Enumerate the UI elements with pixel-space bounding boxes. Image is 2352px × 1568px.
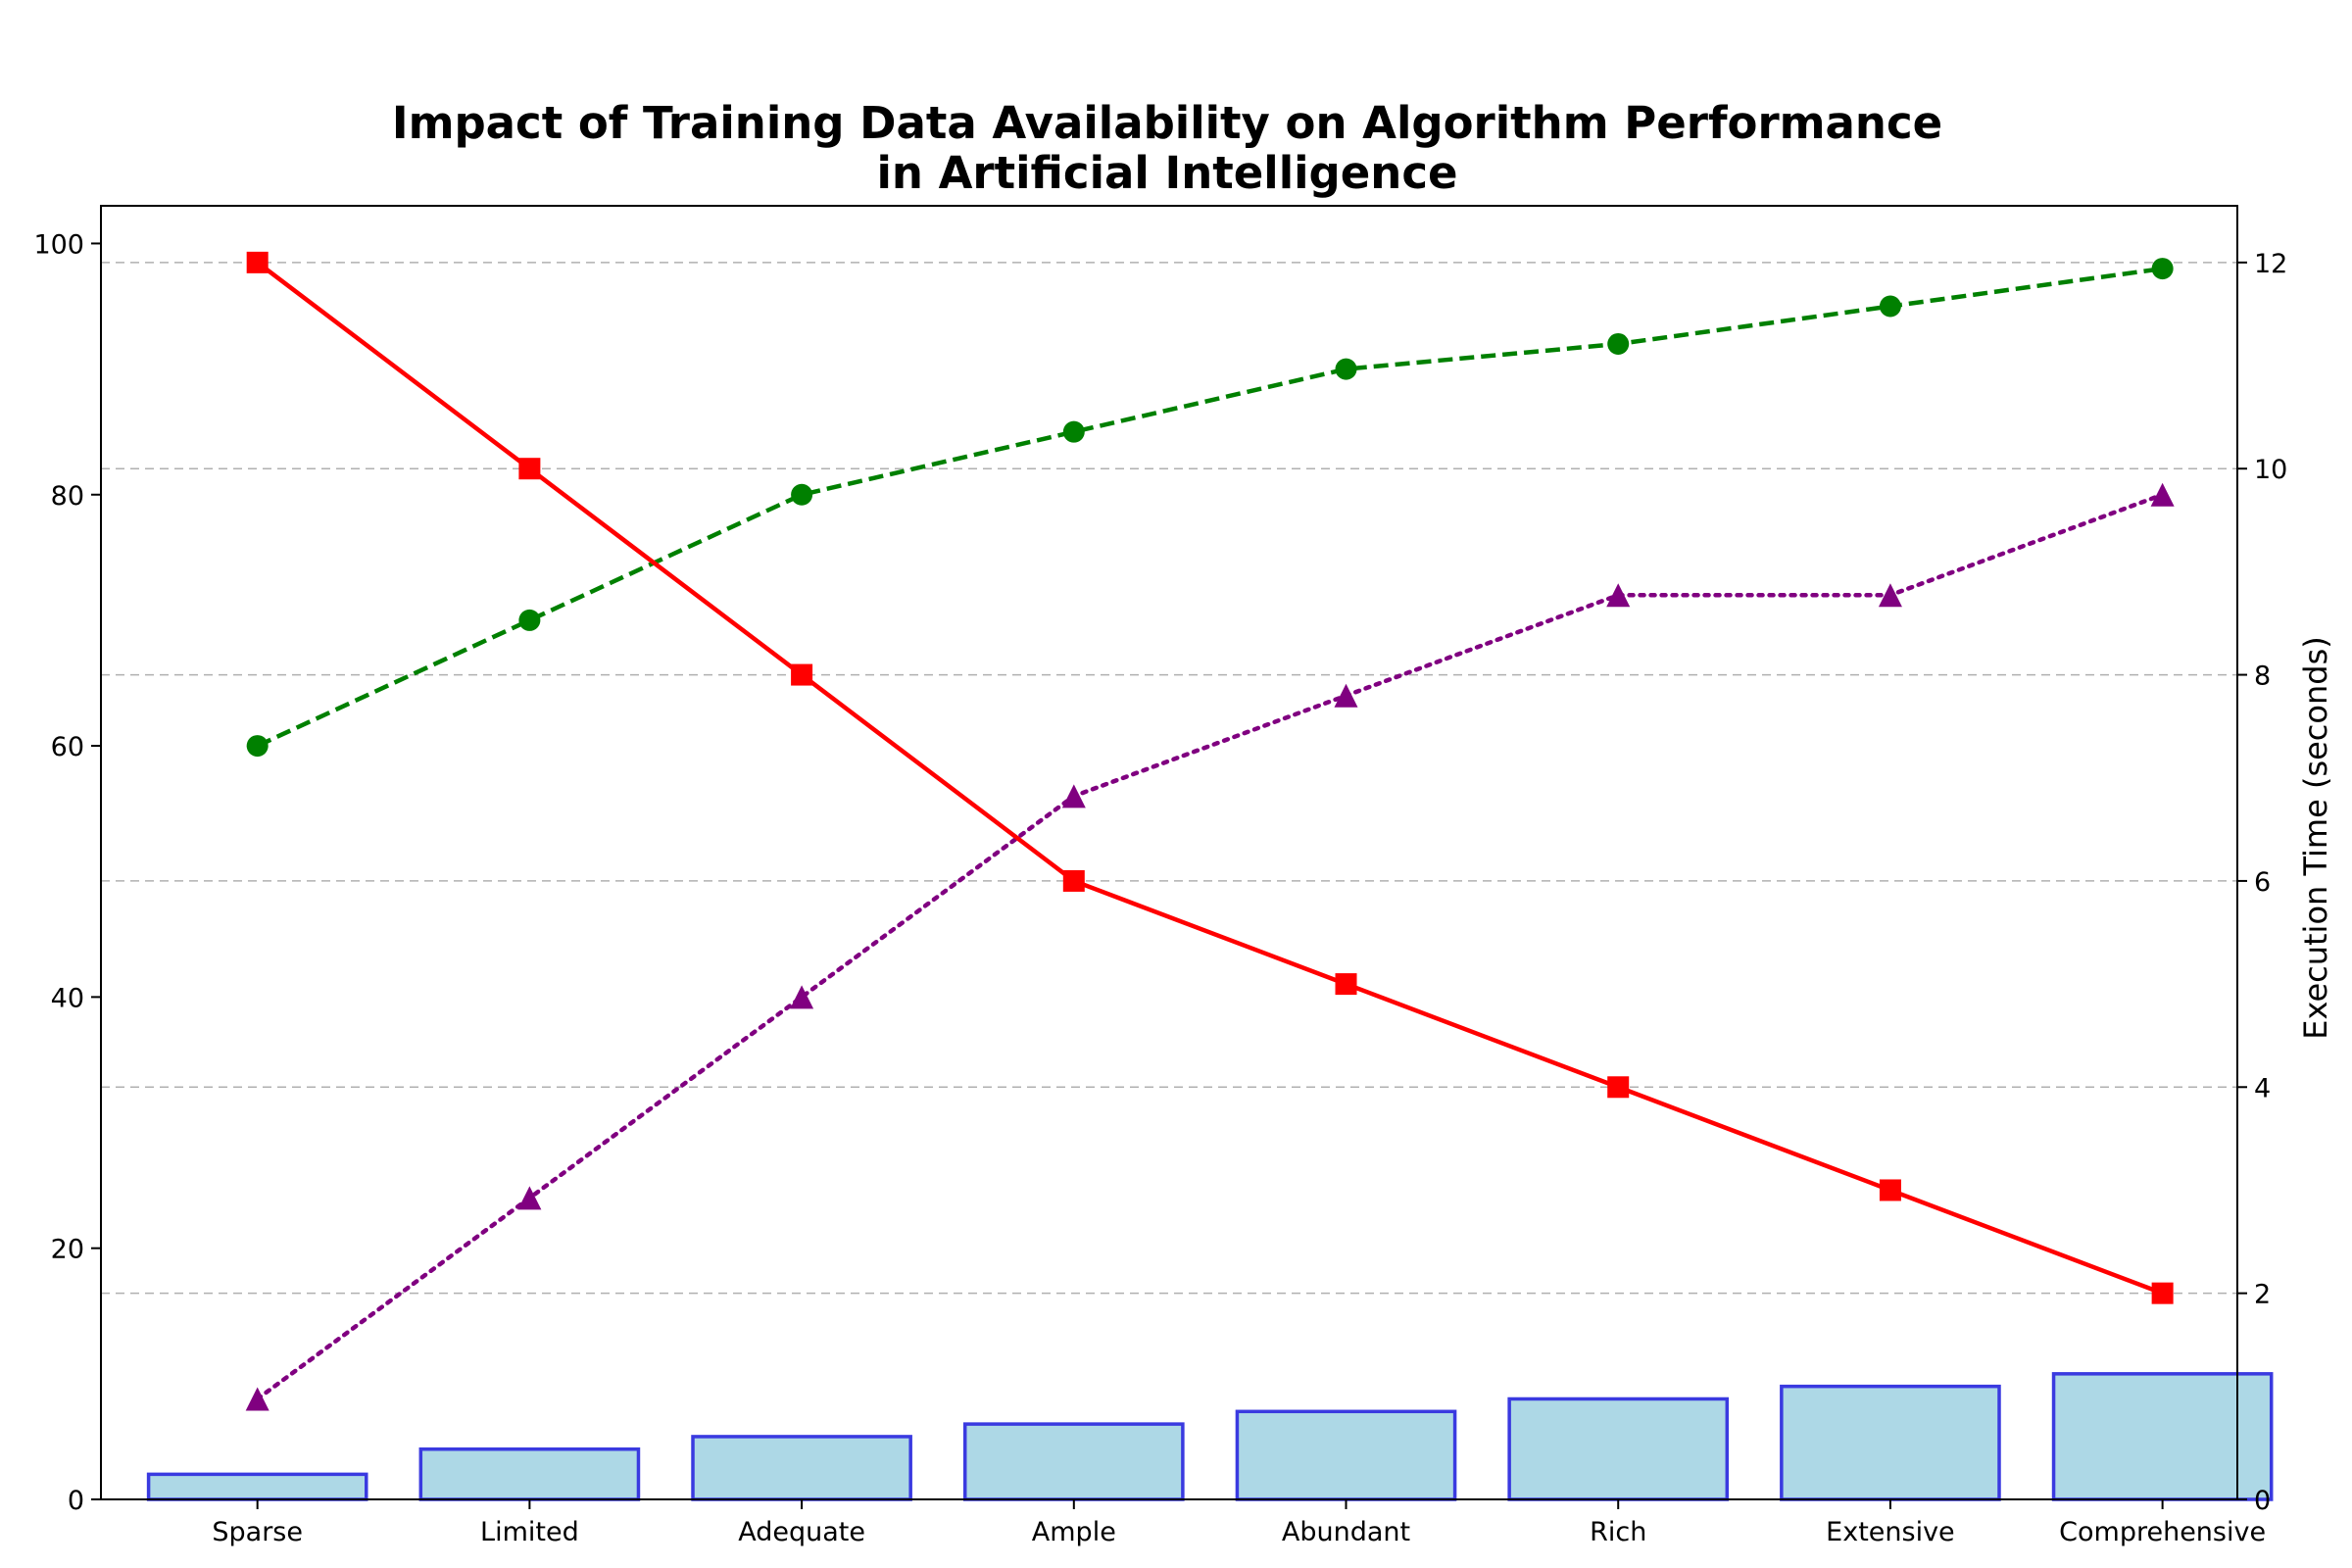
plot-frame: [100, 205, 2238, 1500]
x-tick-label: Rich: [1590, 1517, 1646, 1547]
x-tick-label: Extensive: [1826, 1517, 1955, 1547]
triangle-marker: [1334, 683, 1358, 708]
bar: [418, 1446, 641, 1501]
x-tick-label: Comprehensive: [2059, 1517, 2266, 1547]
triangle-marker: [1878, 583, 1902, 608]
y-left-tick-label: 80: [51, 481, 84, 512]
y-right-tick-label: 0: [2254, 1486, 2271, 1516]
y-right-tick-label: 12: [2254, 249, 2287, 279]
series-line-square: [256, 261, 2164, 1296]
bar: [1507, 1396, 1730, 1501]
x-tick-label: Limited: [480, 1517, 579, 1547]
x-tick-label: Adequate: [738, 1517, 865, 1547]
triangle-marker: [2150, 482, 2175, 507]
chart-title-line-2: in Artificial Intelligence: [876, 147, 1457, 199]
bar: [691, 1435, 912, 1501]
circle-marker: [1607, 332, 1630, 355]
circle-marker: [1062, 420, 1085, 443]
circle-marker: [791, 483, 813, 506]
series-line-triangle: [255, 492, 2165, 1401]
square-marker: [1879, 1179, 1901, 1201]
square-marker: [518, 458, 541, 480]
bar: [1235, 1409, 1457, 1501]
y-left-tick-label: 0: [68, 1486, 84, 1516]
square-marker: [1607, 1076, 1630, 1099]
axis-ticks: 0 20 40 60 80 100 0 2 4 6 8 10 12 Sparse Limited Adequa…: [33, 229, 2287, 1547]
circle-marker: [518, 609, 541, 631]
circle-marker: [2151, 258, 2174, 280]
triangle-marker: [1606, 583, 1631, 608]
square-marker: [791, 663, 813, 686]
bar: [1780, 1384, 2001, 1501]
square-marker: [246, 251, 269, 273]
series-line-circle: [256, 266, 2163, 749]
bar: [962, 1422, 1185, 1501]
y-right-tick-label: 2: [2254, 1280, 2271, 1310]
grid-lines: [101, 262, 2237, 1295]
y-left-tick-label: 40: [51, 983, 84, 1013]
y-axis-right-label: Execution Time (seconds): [2297, 636, 2334, 1039]
y-left-tick-label: 20: [51, 1235, 84, 1265]
x-tick-label: Ample: [1032, 1517, 1116, 1547]
square-marker: [1062, 869, 1085, 892]
circle-marker: [1879, 295, 1901, 318]
y-right-tick-label: 10: [2254, 455, 2287, 485]
triangle-marker: [517, 1186, 542, 1210]
triangle-marker: [790, 985, 814, 1009]
square-marker: [1335, 973, 1357, 996]
y-right-tick-label: 8: [2254, 662, 2271, 692]
chart-title-line-1: Impact of Training Data Availability on …: [392, 97, 1942, 149]
x-tick-label: Abundant: [1282, 1517, 1410, 1547]
y-left-tick-label: 60: [51, 732, 84, 762]
y-left-tick-label: 100: [33, 229, 84, 260]
bar: [2051, 1372, 2274, 1501]
circle-marker: [246, 735, 269, 758]
square-marker: [2151, 1282, 2174, 1304]
y-right-tick-label: 4: [2254, 1073, 2271, 1103]
x-tick-label: Sparse: [212, 1517, 303, 1547]
bar-series: [146, 1372, 2274, 1501]
y-right-tick-label: 6: [2254, 867, 2271, 898]
circle-marker: [1335, 358, 1357, 380]
triangle-marker: [1061, 784, 1086, 808]
line-series: [245, 251, 2175, 1411]
triangle-marker: [245, 1387, 270, 1411]
bar: [146, 1472, 368, 1501]
